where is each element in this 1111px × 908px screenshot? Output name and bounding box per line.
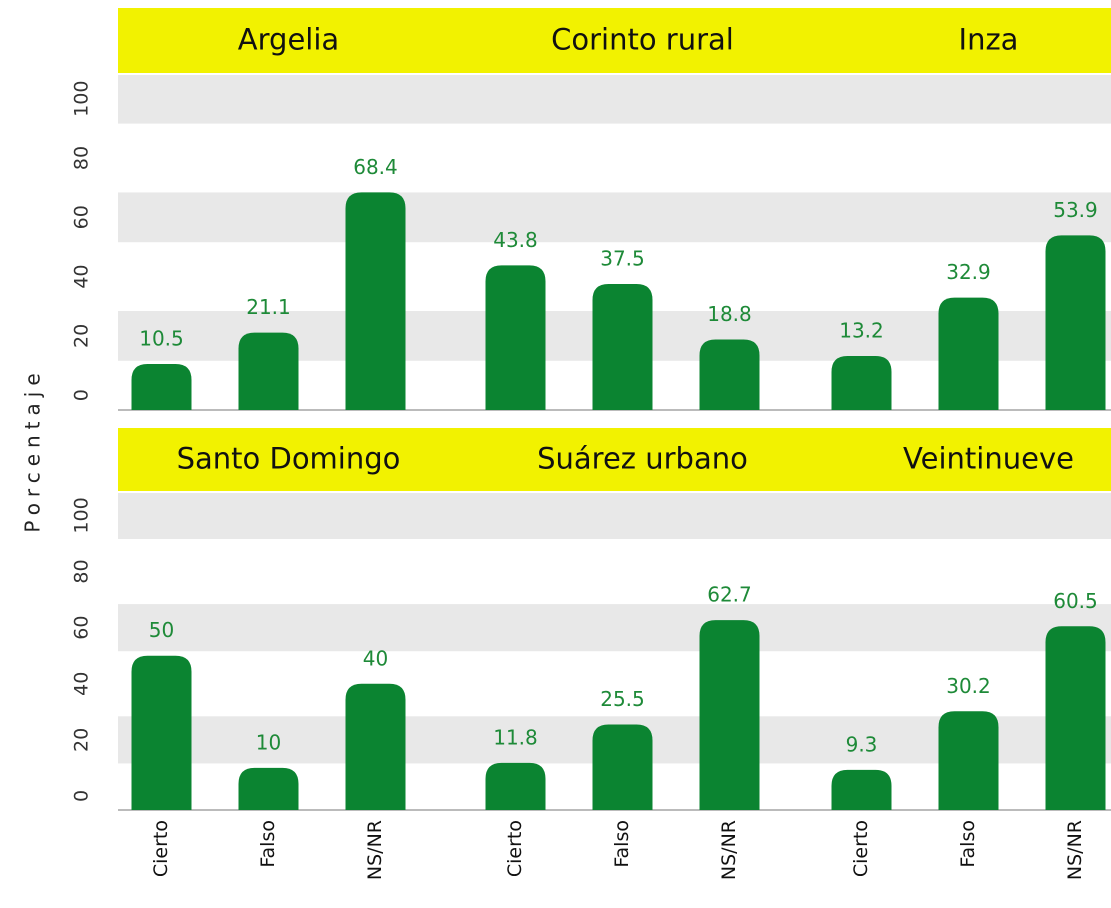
bar <box>485 762 546 810</box>
data-label: 43.8 <box>493 228 538 252</box>
bar <box>592 724 653 810</box>
data-label: 32.9 <box>946 260 991 284</box>
bar <box>699 339 760 410</box>
data-label: 37.5 <box>600 247 645 271</box>
bar <box>699 620 760 810</box>
y-tick-label: 40 <box>71 672 93 696</box>
x-tick-label: NS/NR <box>718 820 740 880</box>
facet-header <box>118 428 1111 491</box>
data-label: 10 <box>256 730 281 754</box>
x-tick-label: NS/NR <box>1064 820 1086 880</box>
bar <box>1045 235 1106 410</box>
x-tick-label: Falso <box>957 820 979 868</box>
data-label: 18.8 <box>707 302 752 326</box>
bar <box>938 711 999 810</box>
bar <box>831 356 892 410</box>
data-label: 21.1 <box>246 295 291 319</box>
data-label: 11.8 <box>493 725 538 749</box>
x-tick-label: Falso <box>257 820 279 868</box>
y-tick-label: 0 <box>71 389 93 401</box>
facet-title: Corinto rural <box>551 23 734 57</box>
data-label: 53.9 <box>1053 198 1098 222</box>
bar <box>345 192 406 410</box>
bar <box>131 364 192 410</box>
bar <box>131 655 192 810</box>
x-tick-label: NS/NR <box>364 820 386 880</box>
x-tick-label: Falso <box>611 820 633 868</box>
y-tick-label: 60 <box>71 616 93 640</box>
y-tick-label: 20 <box>71 728 93 752</box>
bar <box>938 297 999 410</box>
x-tick-label: Cierto <box>150 820 172 877</box>
data-label: 50 <box>149 618 174 642</box>
grid-band <box>118 192 1111 243</box>
bar <box>238 332 299 410</box>
bar <box>345 683 406 810</box>
x-tick-label: Cierto <box>850 820 872 877</box>
facet-title: Veintinueve <box>903 442 1074 476</box>
bar <box>485 265 546 410</box>
y-tick-label: 20 <box>71 324 93 348</box>
facet-title: Santo Domingo <box>177 442 401 476</box>
grid-band <box>118 75 1111 124</box>
data-label: 10.5 <box>139 327 184 351</box>
y-tick-label: 80 <box>71 559 93 583</box>
y-tick-label: 80 <box>71 146 93 170</box>
y-tick-label: 0 <box>71 790 93 802</box>
x-tick-label: Cierto <box>504 820 526 877</box>
bar <box>831 769 892 810</box>
y-tick-label: 100 <box>71 81 93 117</box>
bar <box>238 767 299 810</box>
y-tick-label: 40 <box>71 264 93 288</box>
y-axis-label: Porcentaje <box>21 367 45 532</box>
data-label: 60.5 <box>1053 589 1098 613</box>
facet-title: Argelia <box>238 23 339 57</box>
bar <box>592 284 653 410</box>
data-label: 13.2 <box>839 319 884 343</box>
data-label: 68.4 <box>353 155 398 179</box>
grid-band <box>118 604 1111 652</box>
grid-band <box>118 493 1111 540</box>
data-label: 62.7 <box>707 583 752 607</box>
data-label: 9.3 <box>846 732 878 756</box>
data-label: 25.5 <box>600 687 645 711</box>
facet-title: Inza <box>959 23 1019 57</box>
bar <box>1045 626 1106 810</box>
data-label: 40 <box>363 646 388 670</box>
y-tick-label: 60 <box>71 205 93 229</box>
facet-header <box>118 8 1111 73</box>
facet-title: Suárez urbano <box>537 442 748 476</box>
y-tick-label: 100 <box>71 497 93 533</box>
data-label: 30.2 <box>946 674 991 698</box>
